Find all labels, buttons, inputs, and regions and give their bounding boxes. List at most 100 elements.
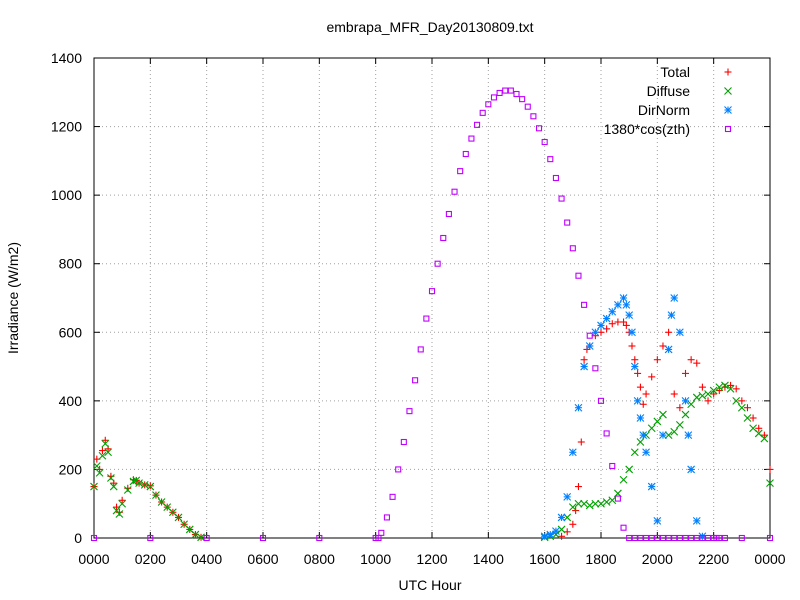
series-1-point [692, 393, 701, 402]
series-3-point [412, 377, 419, 384]
series-1-point [101, 439, 110, 448]
series-1-point [760, 434, 769, 443]
series-3-point [699, 534, 706, 542]
series-2-point [552, 527, 560, 536]
legend: Total Diffuse DirNorm 1380*cos(zth) [604, 64, 732, 137]
series-1-point [664, 431, 673, 440]
series-0-point [98, 447, 106, 455]
series-2-point [630, 362, 639, 371]
series-3-point [592, 365, 599, 372]
series-1-point [104, 448, 112, 457]
series-0-point [715, 387, 723, 395]
series-1-point [619, 475, 628, 484]
series-3-point [671, 534, 678, 542]
series-2-point [540, 532, 549, 541]
series-1-point [726, 384, 735, 393]
series-1-point [602, 498, 611, 506]
series-0-point [622, 321, 630, 329]
series-0-point [738, 397, 746, 405]
series-2-point [563, 492, 572, 501]
y-tick-label: 400 [59, 393, 83, 409]
x-tick-label: 0600 [247, 551, 278, 567]
series-2-point [687, 465, 696, 474]
series-1-point [766, 479, 774, 488]
series-2-point [628, 328, 636, 337]
series-3-point [507, 87, 514, 94]
series-3-point [688, 534, 695, 542]
series-2-point [659, 431, 667, 440]
series-3-point [519, 96, 526, 103]
series-0-point [670, 390, 678, 398]
series-1-point [140, 480, 149, 489]
series-0-point [101, 436, 109, 444]
series-0-point [682, 369, 689, 377]
series-3-point [90, 534, 98, 542]
series-3-point [400, 438, 407, 446]
series-1-point [647, 424, 656, 433]
x-tick-label: 2200 [698, 551, 729, 567]
series-1-point [630, 448, 639, 457]
legend-label: DirNorm [638, 102, 690, 118]
x-tick-label: 1400 [473, 551, 504, 567]
series-3-point [524, 103, 531, 110]
series-0-point [727, 381, 735, 389]
series-2-point [619, 294, 628, 302]
series-0-point [676, 404, 684, 412]
series-3-point [490, 94, 498, 101]
series-1-point [670, 427, 679, 436]
x-tick-label: 0000 [754, 551, 785, 567]
series-1-point [129, 477, 138, 486]
legend-label: 1380*cos(zth) [604, 121, 690, 137]
legend-label: Diffuse [647, 83, 691, 99]
legend-marker [724, 106, 732, 114]
series-3-point [395, 466, 402, 473]
series-3-point [203, 534, 210, 542]
series-3-point [462, 150, 469, 158]
series-2 [540, 294, 707, 541]
y-tick-label: 1000 [51, 187, 82, 203]
x-tick-label: 0800 [304, 551, 335, 567]
series-1-point [698, 391, 707, 400]
series-0-point [648, 373, 656, 381]
legend-label: Total [660, 64, 690, 80]
series-2-point [568, 448, 577, 457]
series-3-point [676, 534, 683, 542]
series-1 [90, 381, 774, 542]
series-3-point [654, 534, 661, 542]
series-1-point [580, 499, 588, 508]
series-0-point [574, 483, 582, 491]
series-3-point [428, 288, 436, 295]
series-3-point [586, 332, 593, 339]
series-3-point [738, 534, 745, 542]
series-0-point [704, 397, 712, 405]
series-2-point [681, 396, 690, 405]
series-3-point [564, 219, 571, 226]
series-3-point [513, 90, 520, 98]
series-0-point [642, 390, 650, 398]
grid-lines [94, 58, 770, 538]
series-1-point [191, 530, 200, 539]
series-0-point [118, 496, 126, 504]
series-1-point [681, 410, 690, 419]
series-2-point [546, 530, 555, 539]
x-axis-label: UTC Hour [398, 577, 461, 593]
series-3-point [451, 188, 458, 195]
series-1-point [743, 414, 752, 422]
series-3-point [569, 245, 576, 252]
series-3-point [637, 534, 644, 542]
series-2-point [670, 294, 679, 302]
series-3-point [479, 109, 486, 116]
series-3-point [704, 534, 712, 542]
series-3-point [721, 534, 728, 542]
series-0-point [636, 383, 644, 391]
x-tick-label: 0400 [191, 551, 222, 567]
series-0-point [687, 356, 695, 364]
series-2-point [664, 345, 673, 354]
series-2-point [591, 328, 600, 337]
series-1-point [568, 503, 577, 512]
x-tick-label: 0000 [78, 551, 109, 567]
series-3-point [581, 301, 588, 308]
series-3-point [693, 534, 700, 542]
series-3-point [445, 210, 452, 218]
